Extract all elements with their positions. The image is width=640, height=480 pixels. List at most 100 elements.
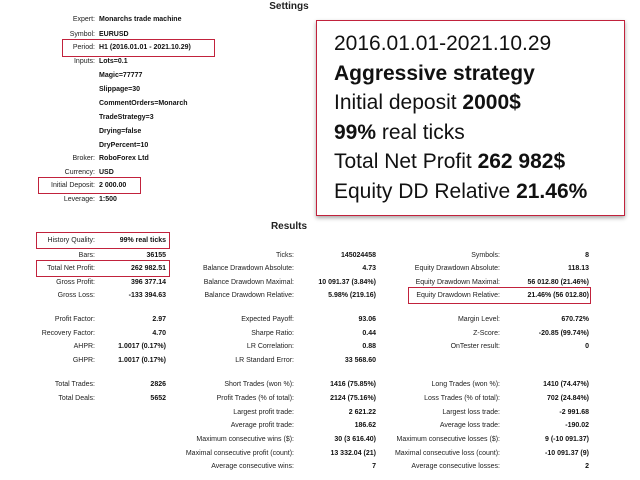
settings-value-drying: Drying=false bbox=[99, 128, 142, 135]
profit-trades-label: Profit Trades (% of total): bbox=[216, 395, 294, 402]
callout-real-ticks: 99% real ticks bbox=[334, 120, 465, 144]
settings-value-leverage: 1:500 bbox=[99, 196, 117, 203]
settings-value-trade-strategy: TradeStrategy=3 bbox=[99, 114, 154, 121]
settings-value-period: H1 (2016.01.01 - 2021.10.29) bbox=[99, 44, 191, 51]
average-profit-trade-value: 186.62 bbox=[354, 422, 376, 429]
settings-value-slippage: Slippage=30 bbox=[99, 86, 141, 93]
maximal-consecutive-profit-value: 13 332.04 (21) bbox=[330, 450, 376, 457]
total-deals-label: Total Deals: bbox=[58, 395, 95, 402]
ahpr-label: AHPR: bbox=[73, 343, 95, 350]
settings-value-dry-percent: DryPercent=10 bbox=[99, 142, 149, 149]
equity-dd-absolute-label: Equity Drawdown Absolute: bbox=[414, 265, 500, 272]
margin-level-label: Margin Level: bbox=[457, 316, 500, 323]
history-quality-highlight bbox=[36, 232, 170, 249]
settings-label-expert: Expert: bbox=[72, 16, 95, 23]
period-highlight bbox=[62, 39, 215, 57]
balance-dd-relative-label: Balance Drawdown Relative: bbox=[204, 292, 295, 299]
maximal-consecutive-profit-label: Maximal consecutive profit (count): bbox=[185, 450, 294, 457]
settings-value-expert: Monarchs trade machine bbox=[99, 16, 182, 23]
history-quality-value: 99% real ticks bbox=[119, 237, 166, 244]
gross-loss-value: -133 394.63 bbox=[128, 292, 166, 299]
balance-dd-absolute-value: 4.73 bbox=[362, 265, 376, 272]
summary-callout: 2016.01.01-2021.10.29 Aggressive strateg… bbox=[316, 20, 625, 216]
max-consecutive-losses-label: Maximum consecutive losses ($): bbox=[396, 436, 500, 443]
lr-correlation-value: 0.88 bbox=[362, 343, 376, 350]
gross-profit-value: 396 377.14 bbox=[130, 279, 166, 286]
loss-trades-value: 702 (24.84%) bbox=[546, 395, 589, 402]
z-score-label: Z-Score: bbox=[473, 330, 500, 337]
ahpr-value: 1.0017 (0.17%) bbox=[118, 343, 166, 350]
settings-value-magic: Magic=77777 bbox=[99, 72, 143, 79]
settings-value-broker: RoboForex Ltd bbox=[99, 155, 149, 162]
settings-label-initial-deposit: Initial Deposit: bbox=[51, 182, 95, 189]
largest-loss-trade-value: -2 991.68 bbox=[559, 409, 589, 416]
initial-deposit-highlight bbox=[38, 177, 141, 194]
recovery-factor-label: Recovery Factor: bbox=[41, 330, 95, 337]
total-net-profit-label: Total Net Profit: bbox=[47, 265, 95, 272]
profit-factor-label: Profit Factor: bbox=[54, 316, 95, 323]
settings-label-leverage: Leverage: bbox=[63, 196, 95, 203]
lr-standard-error-label: LR Standard Error: bbox=[235, 357, 294, 364]
lr-correlation-label: LR Correlation: bbox=[246, 343, 294, 350]
symbols-value: 8 bbox=[585, 252, 589, 259]
short-trades-label: Short Trades (won %): bbox=[224, 381, 294, 388]
settings-value-comment-orders: CommentOrders=Monarch bbox=[99, 100, 188, 107]
total-deals-value: 5652 bbox=[150, 395, 166, 402]
balance-dd-maximal-value: 10 091.37 (3.84%) bbox=[318, 279, 376, 286]
maximal-consecutive-loss-label: Maximal consecutive loss (count): bbox=[394, 450, 500, 457]
average-loss-trade-label: Average loss trade: bbox=[439, 422, 500, 429]
settings-value-initial-deposit: 2 000.00 bbox=[99, 182, 127, 189]
callout-equity-dd: Equity DD Relative 21.46% bbox=[334, 179, 588, 203]
balance-dd-absolute-label: Balance Drawdown Absolute: bbox=[202, 265, 294, 272]
ontester-result-label: OnTester result: bbox=[450, 343, 500, 350]
settings-heading: Settings bbox=[269, 1, 309, 12]
bars-value: 36155 bbox=[146, 252, 166, 259]
callout-net-profit: Total Net Profit 262 982$ bbox=[334, 150, 566, 173]
total-net-profit-highlight bbox=[36, 260, 170, 277]
total-trades-value: 2826 bbox=[150, 381, 166, 388]
settings-label-broker: Broker: bbox=[72, 155, 95, 162]
gross-loss-label: Gross Loss: bbox=[57, 292, 95, 299]
ticks-label: Ticks: bbox=[275, 252, 294, 259]
ticks-value: 145024458 bbox=[340, 252, 376, 259]
ghpr-label: GHPR: bbox=[72, 357, 95, 364]
max-consecutive-losses-value: 9 (-10 091.37) bbox=[545, 436, 589, 443]
settings-value-currency: USD bbox=[99, 169, 114, 176]
equity-dd-absolute-value: 118.13 bbox=[567, 265, 589, 272]
sharpe-ratio-value: 0.44 bbox=[362, 330, 376, 337]
short-trades-value: 1416 (75.85%) bbox=[330, 381, 376, 388]
z-score-value: -20.85 (99.74%) bbox=[538, 330, 589, 337]
profit-trades-value: 2124 (75.16%) bbox=[330, 395, 376, 402]
equity-dd-relative-highlight bbox=[408, 287, 591, 304]
history-quality-label: History Quality: bbox=[47, 237, 95, 244]
largest-profit-trade-value: 2 621.22 bbox=[348, 409, 376, 416]
ghpr-value: 1.0017 (0.17%) bbox=[118, 357, 166, 364]
average-consecutive-losses-label: Average consecutive losses: bbox=[411, 463, 500, 470]
total-trades-label: Total Trades: bbox=[54, 381, 95, 388]
expected-payoff-value: 93.06 bbox=[358, 316, 376, 323]
average-consecutive-losses-value: 2 bbox=[585, 463, 589, 470]
settings-label-period: Period: bbox=[72, 44, 95, 51]
total-net-profit-value: 262 982.51 bbox=[130, 265, 166, 272]
average-consecutive-wins-label: Average consecutive wins: bbox=[211, 463, 294, 470]
balance-dd-relative-value: 5.98% (219.16) bbox=[328, 292, 376, 299]
callout-strategy: Aggressive strategy bbox=[334, 61, 535, 85]
max-consecutive-wins-value: 30 (3 616.40) bbox=[334, 436, 376, 443]
equity-dd-maximal-value: 56 012.80 (21.46%) bbox=[527, 279, 590, 286]
profit-factor-value: 2.97 bbox=[152, 316, 166, 323]
long-trades-label: Long Trades (won %): bbox=[431, 381, 500, 388]
settings-value-lots: Lots=0.1 bbox=[99, 58, 128, 65]
maximal-consecutive-loss-value: -10 091.37 (9) bbox=[545, 450, 589, 457]
long-trades-value: 1410 (74.47%) bbox=[543, 381, 589, 388]
largest-profit-trade-label: Largest profit trade: bbox=[233, 409, 294, 416]
callout-initial-deposit: Initial deposit 2000$ bbox=[334, 91, 521, 114]
settings-value-symbol: EURUSD bbox=[99, 31, 129, 38]
max-consecutive-wins-label: Maximum consecutive wins ($): bbox=[196, 436, 294, 443]
lr-standard-error-value: 33 568.60 bbox=[344, 357, 376, 364]
bars-label: Bars: bbox=[78, 252, 95, 259]
loss-trades-label: Loss Trades (% of total): bbox=[424, 395, 500, 402]
results-heading: Results bbox=[270, 221, 308, 232]
expected-payoff-label: Expected Payoff: bbox=[241, 316, 294, 323]
sharpe-ratio-label: Sharpe Ratio: bbox=[251, 330, 294, 337]
equity-dd-relative-label: Equity Drawdown Relative: bbox=[416, 292, 500, 299]
